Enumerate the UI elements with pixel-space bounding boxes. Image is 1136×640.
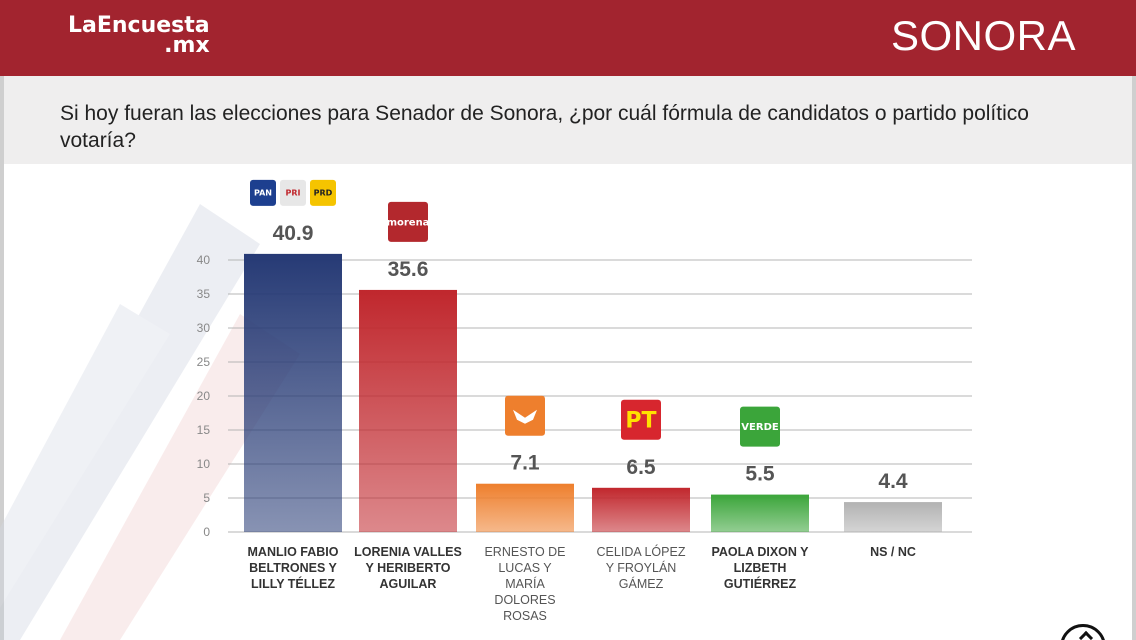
data-label: 5.5 <box>745 463 775 486</box>
x-tick-label: LIZBETH <box>734 561 787 575</box>
pan-logo-text: PAN <box>254 189 272 198</box>
x-tick-label: LUCAS Y <box>498 561 552 575</box>
x-tick-label: GUTIÉRREZ <box>724 576 797 591</box>
background-stripe <box>0 204 260 640</box>
pt-logo <box>621 399 661 440</box>
header-bar: LaEncuesta .mx SONORA <box>0 0 1136 76</box>
x-tick-label: AGUILAR <box>380 577 437 591</box>
x-tick-label: ERNESTO DE <box>484 545 565 559</box>
pan-logo <box>250 179 276 206</box>
survey-question: Si hoy fueran las elecciones para Senado… <box>4 76 1132 164</box>
background-stripe <box>0 304 170 608</box>
x-tick-label: PAOLA DIXON Y <box>711 545 809 559</box>
pt-logo-text: PT <box>625 409 656 434</box>
brand-logo: LaEncuesta .mx <box>68 13 210 58</box>
x-tick-label: Y HERIBERTO <box>366 561 451 575</box>
brand-name: LaEncuesta <box>68 13 210 38</box>
x-tick-label: Y FROYLÁN <box>606 560 677 575</box>
x-tick-label: NS / NC <box>870 545 916 559</box>
pri-logo-text: PRI <box>286 189 301 198</box>
y-tick-label: 15 <box>197 423 211 437</box>
x-tick-label: MARÍA <box>505 576 545 591</box>
y-tick-label: 5 <box>203 491 210 505</box>
left-border <box>0 76 4 640</box>
data-label: 7.1 <box>510 452 540 475</box>
y-tick-label: 0 <box>203 525 210 539</box>
morena-logo-text: morena <box>387 217 430 228</box>
y-tick-label: 10 <box>197 457 211 471</box>
x-tick-label: DOLORES <box>494 593 555 607</box>
x-tick-label: LORENIA VALLES <box>354 545 462 559</box>
x-tick-label: GÁMEZ <box>619 576 664 591</box>
bar <box>476 483 574 532</box>
y-tick-label: 30 <box>197 321 211 335</box>
y-tick-label: 35 <box>197 287 211 301</box>
bar <box>844 502 942 532</box>
data-label: 4.4 <box>878 470 908 493</box>
movimiento-ciudadano-logo <box>505 395 545 436</box>
x-tick-label: ROSAS <box>503 609 547 623</box>
data-label: 35.6 <box>388 258 429 281</box>
bar <box>359 289 457 532</box>
y-tick-label: 20 <box>197 389 211 403</box>
bar <box>244 253 342 532</box>
x-tick-label: LILLY TÉLLEZ <box>251 576 335 591</box>
x-tick-label: MANLIO FABIO <box>248 545 339 559</box>
bar-chart: 0 5 10 15 20 25 30 35 40 40.9 MANLIO FABIO BELTRONE… <box>0 179 972 640</box>
prd-logo <box>310 179 336 206</box>
x-tick-label: BELTRONES Y <box>249 561 337 575</box>
y-tick-label: 25 <box>197 355 211 369</box>
prd-logo-text: PRD <box>314 189 333 198</box>
eagle-icon <box>513 409 537 424</box>
morena-logo <box>388 201 428 242</box>
x-tick-label: CELIDA LÓPEZ <box>597 544 686 559</box>
brand-domain: .mx <box>164 33 210 58</box>
verde-logo <box>740 406 780 447</box>
right-border <box>1132 76 1136 640</box>
data-label: 6.5 <box>626 456 656 479</box>
bar <box>592 487 690 532</box>
data-label: 40.9 <box>273 222 314 245</box>
verde-logo-text: VERDE <box>741 422 779 433</box>
region-title: SONORA <box>890 12 1076 59</box>
pri-logo <box>280 179 306 206</box>
bar <box>711 494 809 532</box>
y-tick-label: 40 <box>197 253 211 267</box>
